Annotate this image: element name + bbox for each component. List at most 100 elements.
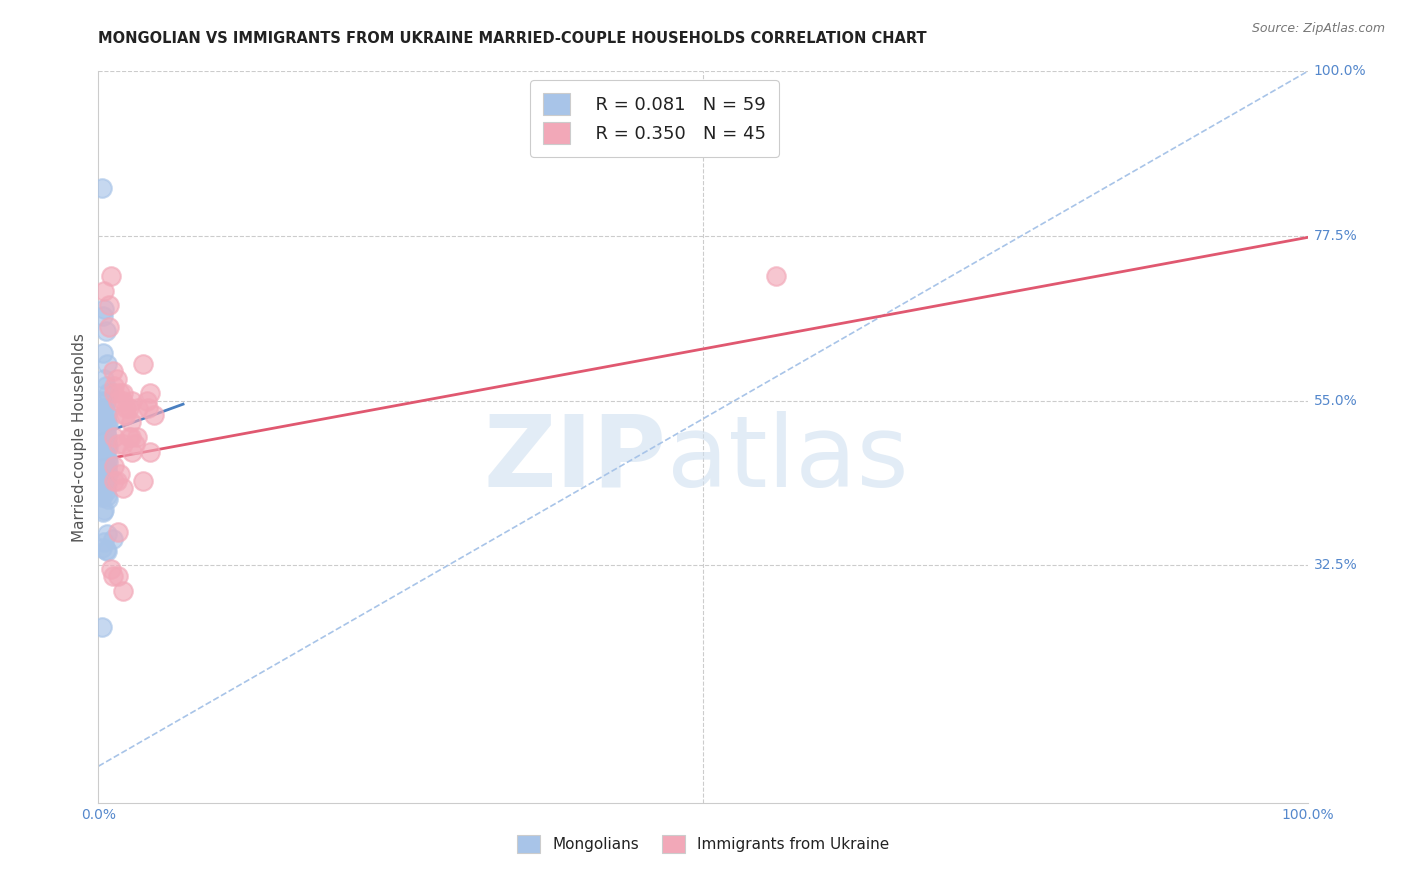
Point	[111, 393, 134, 408]
Point	[124, 437, 146, 451]
Point	[143, 408, 166, 422]
Point	[91, 439, 114, 453]
Point	[101, 364, 124, 378]
Point	[96, 460, 118, 475]
Point	[120, 430, 142, 444]
Point	[93, 453, 115, 467]
Point	[94, 542, 117, 557]
Point	[93, 409, 115, 424]
Point	[765, 269, 787, 284]
Point	[94, 484, 117, 499]
Point	[97, 491, 120, 506]
Point	[94, 379, 117, 393]
Point	[94, 459, 117, 474]
Point	[91, 620, 114, 634]
Point	[96, 437, 118, 451]
Point	[96, 357, 118, 371]
Point	[105, 371, 128, 385]
Point	[121, 393, 143, 408]
Point	[135, 393, 157, 408]
Point	[94, 425, 117, 440]
Text: 100.0%: 100.0%	[1313, 64, 1367, 78]
Point	[136, 401, 159, 415]
Point	[107, 393, 129, 408]
Point	[96, 452, 118, 467]
Point	[132, 474, 155, 488]
Point	[94, 395, 117, 409]
Point	[108, 386, 131, 401]
Point	[101, 533, 124, 547]
Point	[111, 583, 134, 598]
Point	[97, 386, 120, 401]
Point	[91, 412, 114, 426]
Point	[112, 408, 135, 422]
Point	[96, 408, 118, 422]
Point	[139, 386, 162, 401]
Point	[91, 483, 114, 497]
Point	[91, 310, 114, 324]
Point	[96, 430, 118, 444]
Point	[98, 320, 121, 334]
Text: 32.5%: 32.5%	[1313, 558, 1357, 572]
Point	[93, 423, 115, 437]
Point	[132, 357, 155, 371]
Point	[108, 467, 131, 481]
Point	[94, 448, 117, 462]
Legend: Mongolians, Immigrants from Ukraine: Mongolians, Immigrants from Ukraine	[509, 827, 897, 861]
Point	[100, 562, 122, 576]
Text: ZIP: ZIP	[484, 410, 666, 508]
Point	[93, 503, 115, 517]
Point	[115, 401, 138, 415]
Point	[91, 402, 114, 417]
Point	[93, 444, 115, 458]
Point	[93, 481, 115, 495]
Point	[93, 432, 115, 446]
Point	[111, 437, 134, 451]
Point	[107, 437, 129, 451]
Point	[91, 490, 114, 504]
Point	[91, 505, 114, 519]
Point	[98, 298, 121, 312]
Y-axis label: Married-couple Households: Married-couple Households	[72, 333, 87, 541]
Point	[100, 269, 122, 284]
Point	[103, 474, 125, 488]
Point	[127, 430, 149, 444]
Point	[97, 467, 120, 481]
Point	[103, 430, 125, 444]
Point	[107, 569, 129, 583]
Point	[105, 474, 128, 488]
Point	[91, 446, 114, 460]
Point	[96, 418, 118, 433]
Point	[96, 544, 118, 558]
Point	[121, 444, 143, 458]
Point	[139, 444, 162, 458]
Point	[96, 476, 118, 491]
Point	[93, 371, 115, 385]
Point	[91, 424, 114, 438]
Point	[94, 475, 117, 490]
Point	[94, 434, 117, 449]
Point	[103, 386, 125, 401]
Point	[111, 386, 134, 401]
Text: MONGOLIAN VS IMMIGRANTS FROM UKRAINE MARRIED-COUPLE HOUSEHOLDS CORRELATION CHART: MONGOLIAN VS IMMIGRANTS FROM UKRAINE MAR…	[98, 31, 927, 46]
Point	[91, 393, 114, 408]
Point	[93, 301, 115, 317]
Point	[91, 462, 114, 476]
Point	[94, 403, 117, 417]
Point	[118, 401, 141, 415]
Point	[91, 541, 114, 556]
Point	[115, 408, 138, 422]
Point	[94, 324, 117, 338]
Point	[91, 181, 114, 195]
Point	[91, 433, 114, 447]
Text: atlas: atlas	[666, 410, 908, 508]
Point	[118, 430, 141, 444]
Point	[111, 481, 134, 495]
Point	[101, 569, 124, 583]
Point	[96, 526, 118, 541]
Point	[127, 401, 149, 415]
Text: 77.5%: 77.5%	[1313, 229, 1357, 243]
Point	[97, 440, 120, 454]
Point	[91, 346, 114, 360]
Point	[103, 379, 125, 393]
